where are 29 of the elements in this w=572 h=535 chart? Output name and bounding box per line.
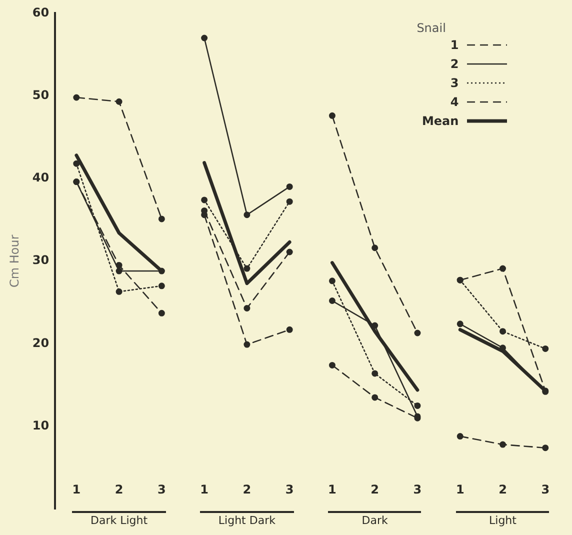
- legend-label: 4: [449, 94, 460, 109]
- legend-label: 1: [449, 38, 460, 52]
- x-tick-label: 1: [456, 482, 464, 496]
- y-tick-label: 30: [32, 253, 50, 268]
- y-axis-title: Cm Hour: [7, 234, 22, 288]
- text: Dark: [328, 511, 422, 527]
- legend-title: Snail: [416, 21, 447, 36]
- x-tick-label: 2: [242, 482, 252, 496]
- x-tick-label: 3: [285, 482, 294, 496]
- y-tick-label: 40: [32, 170, 50, 185]
- y-tick-label: 20: [32, 336, 50, 350]
- y-tick-label: 50: [32, 88, 50, 102]
- x-tick-label: 2: [370, 482, 380, 496]
- text: Light: [456, 511, 550, 527]
- legend-label: 3: [449, 76, 460, 90]
- legend-label: Mean: [420, 114, 460, 128]
- x-tick-label: 3: [413, 482, 422, 496]
- text: Dark Light: [72, 511, 166, 527]
- legend-label: 2: [449, 56, 460, 71]
- x-tick-label: 3: [541, 482, 550, 496]
- x-tick-label: 1: [72, 482, 81, 496]
- y-tick-label: 10: [32, 418, 50, 432]
- x-tick-label: 1: [328, 482, 336, 496]
- x-tick-label: 2: [498, 482, 507, 496]
- x-tick-label: 1: [200, 482, 208, 496]
- x-tick-label: 2: [114, 482, 124, 496]
- x-tick-label: 3: [158, 482, 166, 496]
- y-tick-label: 60: [32, 5, 50, 20]
- text: Light Dark: [200, 511, 294, 527]
